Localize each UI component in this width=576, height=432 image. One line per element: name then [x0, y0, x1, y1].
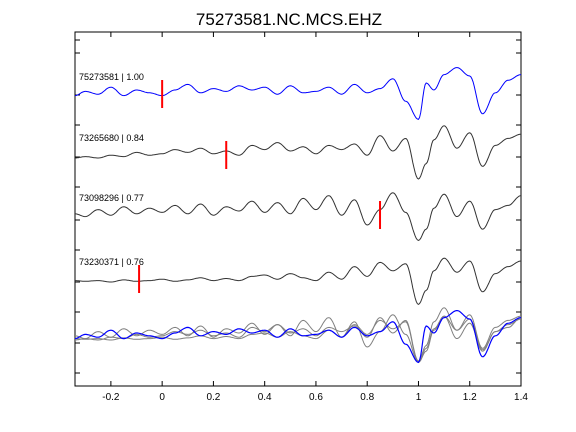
overlay-trace — [75, 307, 522, 362]
x-tick-label: 0.2 — [206, 392, 220, 403]
overlay-trace — [74, 314, 522, 363]
x-tick-label: 1.2 — [463, 392, 477, 403]
overlay-reference-trace — [74, 310, 522, 364]
trace-line — [74, 67, 522, 121]
x-tick-label: -0.2 — [102, 392, 120, 403]
plot-frame — [74, 31, 522, 387]
trace-label: 73230371 | 0.76 — [79, 257, 144, 267]
trace-label: 73265680 | 0.84 — [79, 133, 144, 143]
x-tick-label: 1.4 — [514, 392, 528, 403]
x-tick-label: 0.4 — [258, 392, 272, 403]
trace-label: 73098296 | 0.77 — [79, 193, 144, 203]
x-tick-label: 0.6 — [309, 392, 323, 403]
chart-title: 75273581.NC.MCS.EHZ — [196, 10, 382, 29]
trace-group: 75273581 | 1.00 73265680 | 0.84 73098296 |… — [74, 67, 522, 306]
trace-line — [74, 192, 522, 241]
trace-label: 75273581 | 1.00 — [79, 72, 144, 82]
axis-ticks: -0.2 0 0.2 0.4 0.6 0.8 1 1.2 1.4 — [75, 32, 528, 403]
trace-line — [75, 125, 522, 180]
overlay-trace — [75, 315, 522, 364]
overlay-group — [74, 307, 522, 364]
x-tick-label: 0.8 — [360, 392, 374, 403]
x-tick-label: 1 — [416, 392, 422, 403]
trace-line — [75, 257, 522, 306]
x-tick-label: 0 — [159, 392, 165, 403]
